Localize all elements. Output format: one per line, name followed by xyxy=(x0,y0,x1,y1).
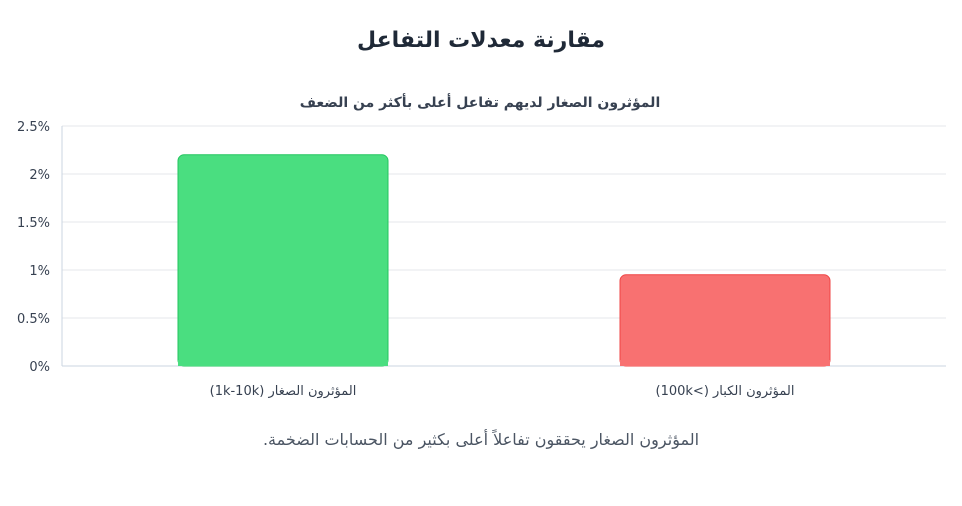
bar-base xyxy=(620,360,830,366)
page-title: مقارنة معدلات التفاعل xyxy=(356,28,606,53)
x-category-label: المؤثرون الصغار (1k-10k) xyxy=(210,384,357,399)
x-category-label: المؤثرون الكبار (>100k) xyxy=(656,384,795,399)
y-tick-label: 1% xyxy=(29,264,50,279)
bar xyxy=(177,154,389,367)
y-axis-ticks: 0% 0.5% 1% 1.5% 2% 2.5% xyxy=(17,120,50,375)
bar-base xyxy=(178,360,388,366)
chart-title: المؤثرون الصغار لديهم تفاعل أعلى بأكثر م… xyxy=(300,93,661,111)
y-tick-label: 1.5% xyxy=(17,216,50,231)
x-axis-labels: المؤثرون الصغار (1k-10k) المؤثرون الكبار … xyxy=(210,384,795,399)
bar xyxy=(619,274,831,367)
y-tick-label: 2.5% xyxy=(17,120,50,135)
bar-chart: المؤثرون الصغار لديهم تفاعل أعلى بأكثر م… xyxy=(17,93,946,399)
y-tick-label: 0% xyxy=(29,360,50,375)
chart-caption: المؤثرون الصغار يحققون تفاعلاً أعلى بكثي… xyxy=(262,430,700,449)
y-tick-label: 0.5% xyxy=(17,312,50,327)
y-tick-label: 2% xyxy=(29,168,50,183)
chart-bars xyxy=(177,154,831,367)
